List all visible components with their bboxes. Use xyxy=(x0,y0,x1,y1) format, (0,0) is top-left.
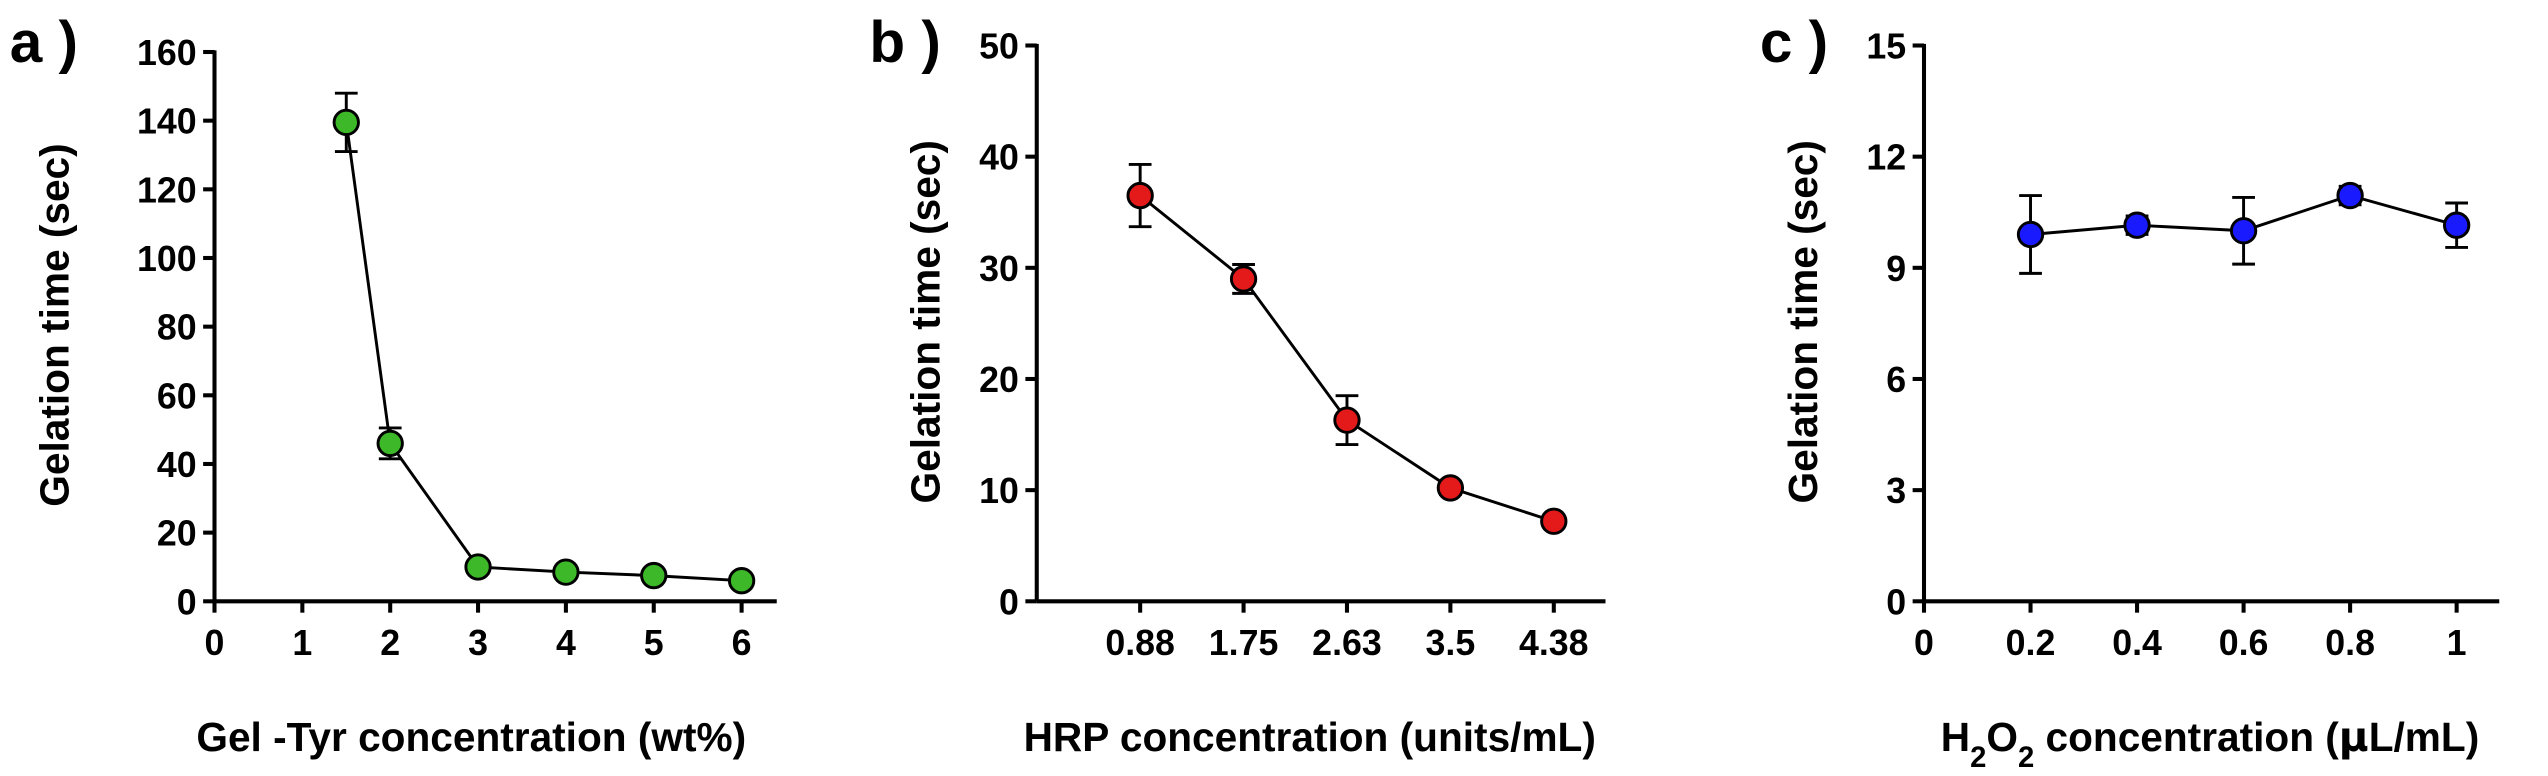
panel-c: c ) 0 3 6 9 12 15 0 0.2 0.4 0.6 0.8 1 Gelation time… xyxy=(1760,10,2500,774)
panel-a-y-tick-label: 40 xyxy=(157,445,197,485)
panel-a-ticks: 0 20 40 60 80 100 120 140 160 0 1 2 3 4 5 6 xyxy=(137,33,752,663)
panel-a-x-tick-label: 0 xyxy=(205,623,225,663)
panel-a-x-tick-label: 6 xyxy=(732,623,752,663)
panel-b-y-tick-label: 30 xyxy=(979,249,1019,289)
panel-b: b ) 0 10 20 30 40 50 0.88 1.75 2.63 3.5 4.38 Gelat… xyxy=(869,10,1606,760)
panel-b-data-point xyxy=(1126,181,1154,210)
panel-a-label: a ) xyxy=(10,10,78,75)
panel-a-y-tick-label: 80 xyxy=(157,308,197,348)
panel-c-x-tick-label: 0 xyxy=(1914,623,1934,663)
panel-c-data-point xyxy=(2442,211,2471,239)
h2o2-h: H xyxy=(1941,714,1970,760)
panel-b-data xyxy=(1126,162,1568,535)
panel-a-y-tick-label: 120 xyxy=(137,170,197,210)
panel-b-x-tick-label: 0.88 xyxy=(1105,623,1175,663)
panel-a-x-tick-label: 3 xyxy=(468,623,488,663)
panel-b-x-axis-label: HRP concentration (units/mL) xyxy=(1024,714,1596,760)
panel-b-data-point xyxy=(1436,474,1465,502)
panel-a-y-tick-label: 160 xyxy=(137,33,197,73)
panel-a-series-line xyxy=(344,122,742,583)
panel-a-y-tick-label: 100 xyxy=(137,239,197,279)
panel-b-y-tick-label: 50 xyxy=(979,27,1019,67)
panel-b-axes xyxy=(1034,43,1606,604)
panel-c-x-tick-label: 0.4 xyxy=(2112,623,2162,663)
panel-a-data-point xyxy=(464,553,492,581)
panel-c-y-tick-label: 12 xyxy=(1866,138,1906,178)
panel-c-x-tick-label: 0.8 xyxy=(2325,623,2375,663)
panel-c-y-tick-label: 0 xyxy=(1886,582,1906,622)
panel-b-series-line xyxy=(1139,194,1555,523)
xlabel-unit: L/mL) xyxy=(2369,714,2480,760)
panel-a-axes xyxy=(212,50,777,604)
panel-a-y-tick-label: 20 xyxy=(157,514,197,554)
panel-c-x-tick-label: 0.2 xyxy=(2006,623,2056,663)
panel-c-y-axis-label: Gelation time (sec) xyxy=(1780,140,1826,503)
panel-b-x-tick-label: 1.75 xyxy=(1209,623,1279,663)
panel-a-y-axis-label: Gelation time (sec) xyxy=(31,143,77,506)
xlabel-concentration: concentration ( xyxy=(2034,714,2339,760)
panel-c-y-tick-label: 9 xyxy=(1886,249,1906,289)
panel-a-x-tick-label: 2 xyxy=(380,623,400,663)
panel-b-y-tick-label: 0 xyxy=(999,582,1019,622)
panel-a-data-point xyxy=(376,429,404,458)
panel-c-y-tick-label: 15 xyxy=(1866,27,1906,67)
panel-a-x-tick-label: 1 xyxy=(292,623,312,663)
xlabel-mu: μ xyxy=(2339,713,2369,761)
h2o2-o: O xyxy=(1986,714,2018,760)
panel-c-ticks: 0 3 6 9 12 15 0 0.2 0.4 0.6 0.8 1 xyxy=(1866,27,2466,663)
panel-c-data-point xyxy=(2123,211,2151,239)
panel-a-y-tick-label: 60 xyxy=(157,376,197,416)
panel-c-data-point xyxy=(2336,181,2364,210)
panel-b-y-tick-label: 10 xyxy=(979,471,1019,511)
panel-b-x-tick-label: 3.5 xyxy=(1426,623,1476,663)
panel-b-ticks: 0 10 20 30 40 50 0.88 1.75 2.63 3.5 4.38 xyxy=(979,27,1588,663)
h2o2-subscript-2b: 2 xyxy=(2018,742,2034,774)
panel-c-y-tick-label: 3 xyxy=(1886,471,1906,511)
panel-c-x-tick-label: 0.6 xyxy=(2219,623,2269,663)
panel-a-y-tick-label: 140 xyxy=(137,102,197,142)
panel-b-y-axis-label: Gelation time (sec) xyxy=(902,140,948,503)
panel-a-y-tick-label: 0 xyxy=(177,582,197,622)
panel-b-label: b ) xyxy=(869,10,940,75)
panel-a-x-tick-label: 5 xyxy=(644,623,664,663)
panel-c-data xyxy=(2016,181,2471,275)
panel-c-data-point xyxy=(2229,217,2258,245)
panel-a-data-point xyxy=(332,108,360,137)
panel-b-y-tick-label: 40 xyxy=(979,138,1019,178)
panel-a-x-axis-label: Gel -Tyr concentration (wt%) xyxy=(196,714,746,760)
panel-b-x-tick-label: 2.63 xyxy=(1312,623,1382,663)
panel-b-data-point xyxy=(1229,265,1258,293)
panel-b-y-tick-label: 20 xyxy=(979,360,1019,400)
panel-c-data-point xyxy=(2016,220,2045,249)
panel-c-x-axis-label: H2O2 concentration (μL/mL) xyxy=(1941,713,2479,774)
panel-b-x-tick-label: 4.38 xyxy=(1519,623,1589,663)
panel-c-axes xyxy=(1921,43,2500,604)
panel-b-data-point xyxy=(1333,406,1361,434)
panel-c-label: c ) xyxy=(1760,10,1828,75)
panel-b-data-point xyxy=(1540,507,1568,535)
panel-a-data-point xyxy=(727,567,756,595)
panel-a-data-point xyxy=(552,558,580,586)
panel-c-x-tick-label: 1 xyxy=(2447,623,2467,663)
h2o2-subscript-2: 2 xyxy=(1970,742,1986,774)
panel-a-data xyxy=(332,91,756,595)
panel-a-x-tick-label: 4 xyxy=(556,623,576,663)
panel-c-y-tick-label: 6 xyxy=(1886,360,1906,400)
panel-a-data-point xyxy=(640,561,668,590)
panel-a: a ) 0 20 40 60 80 100 120 140 160 0 1 2 3 4 5 6 Gelatio… xyxy=(10,10,777,760)
